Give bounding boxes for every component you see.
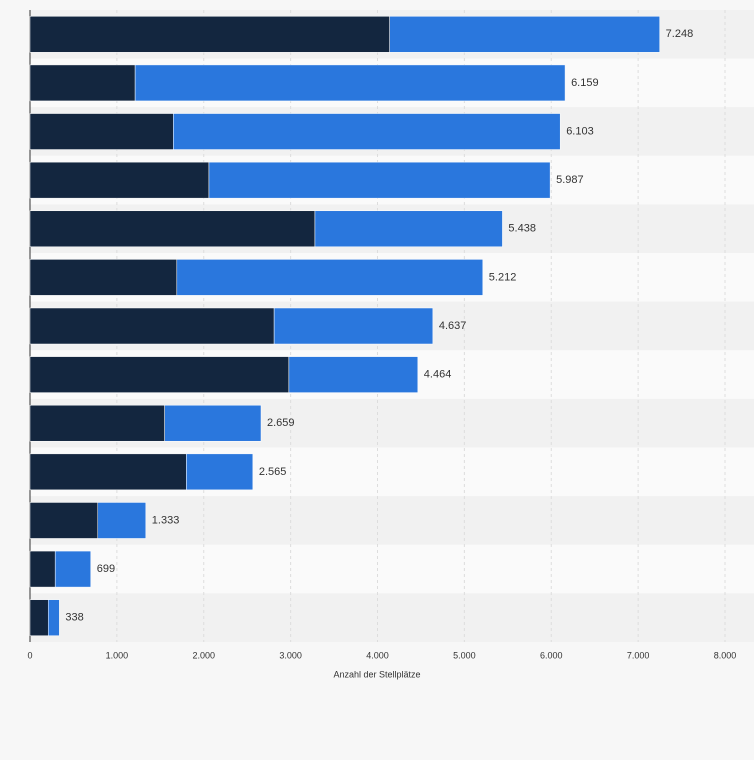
bar-segment	[29, 64, 136, 102]
bar-segment	[29, 453, 187, 491]
x-tick-label: 1.000	[106, 650, 129, 660]
bar-segment	[97, 502, 147, 539]
bar-segment	[273, 307, 434, 345]
bar-segment	[164, 404, 262, 442]
bar-segment	[29, 599, 49, 636]
bar-segment	[29, 550, 56, 588]
total-label: 4.464	[424, 369, 452, 381]
x-tick-label: 2.000	[192, 650, 215, 660]
x-tick-label: 6.000	[540, 650, 563, 660]
bar-segment	[389, 16, 660, 53]
total-label: 4.637	[439, 320, 467, 332]
total-label: 2.659	[267, 417, 295, 429]
x-axis-label: Anzahl der Stellplätze	[333, 669, 420, 679]
bar-segment	[208, 161, 551, 199]
total-label: 1.333	[152, 514, 180, 526]
bar-segment	[29, 259, 178, 296]
row-band	[30, 496, 754, 545]
bar-segment	[29, 404, 165, 442]
bar-segment	[176, 259, 484, 296]
row-band	[30, 593, 754, 642]
total-label: 338	[65, 612, 83, 624]
x-tick-label: 8.000	[714, 650, 737, 660]
bar-segment	[29, 307, 275, 345]
x-tick-label: 0	[27, 650, 32, 660]
x-tick-label: 3.000	[279, 650, 302, 660]
total-label: 7.248	[666, 28, 694, 40]
row-band	[30, 544, 754, 594]
total-label: 6.103	[566, 125, 594, 137]
total-label: 5.438	[508, 223, 536, 235]
bar-segment	[54, 550, 91, 588]
total-label: 699	[97, 563, 115, 575]
x-tick-label: 7.000	[627, 650, 650, 660]
bar-segment	[29, 113, 174, 150]
bar-segment	[29, 210, 316, 248]
total-label: 5.987	[556, 174, 584, 186]
bar-segment	[29, 356, 290, 393]
total-label: 2.565	[259, 466, 287, 478]
bar-segment	[29, 161, 210, 199]
bar-segment	[47, 599, 60, 636]
total-label: 6.159	[571, 77, 599, 89]
bar-segment	[29, 502, 99, 539]
bar-segment	[186, 453, 254, 491]
total-label: 5.212	[489, 271, 517, 283]
bar-segment	[288, 356, 419, 393]
x-tick-label: 5.000	[453, 650, 476, 660]
bar-segment	[134, 64, 566, 102]
bar-segment	[29, 16, 390, 53]
x-tick-label: 4.000	[366, 650, 389, 660]
bar-segment	[314, 210, 503, 248]
bar-segment	[173, 113, 561, 150]
